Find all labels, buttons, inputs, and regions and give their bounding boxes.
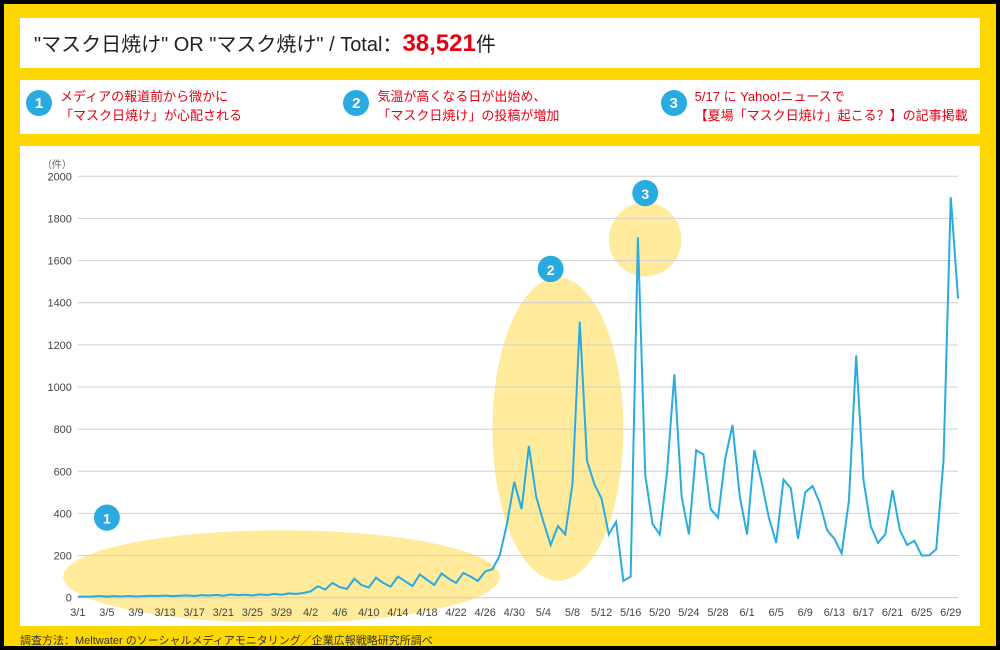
svg-text:5/4: 5/4 [536, 607, 551, 619]
line-chart: 0 200 400 600 800 1000 1200 1400 1600 1800 2000（件）… [32, 156, 968, 622]
svg-text:600: 600 [54, 466, 72, 478]
svg-text:5/24: 5/24 [678, 607, 699, 619]
svg-text:3/9: 3/9 [128, 607, 143, 619]
total-suffix: 件 [476, 34, 496, 56]
svg-text:1400: 1400 [47, 297, 71, 309]
svg-text:6/17: 6/17 [853, 607, 874, 619]
svg-text:1200: 1200 [47, 339, 71, 351]
svg-text:5/20: 5/20 [649, 607, 670, 619]
svg-text:0: 0 [66, 592, 72, 604]
svg-text:5/8: 5/8 [565, 607, 580, 619]
svg-text:5/12: 5/12 [591, 607, 612, 619]
svg-text:4/18: 4/18 [416, 607, 437, 619]
footer-source: 調査方法：Meltwater のソーシャルメディアモニタリング／企業広報戦略研究… [20, 632, 980, 648]
title-sep: / [324, 34, 341, 56]
svg-text:6/5: 6/5 [769, 607, 784, 619]
svg-text:3/21: 3/21 [213, 607, 234, 619]
search-query: "マスク日焼け" OR "マスク焼け" [34, 34, 324, 56]
svg-text:4/2: 4/2 [303, 607, 318, 619]
svg-text:3/13: 3/13 [154, 607, 175, 619]
svg-text:3/17: 3/17 [184, 607, 205, 619]
callout-badge: 1 [26, 90, 52, 116]
svg-text:6/29: 6/29 [940, 607, 961, 619]
title-bar: "マスク日焼け" OR "マスク焼け" / Total：38,521件 [20, 18, 980, 68]
svg-text:4/22: 4/22 [445, 607, 466, 619]
svg-text:400: 400 [54, 508, 72, 520]
callout-3: 3 5/17 に Yahoo!ニュースで【夏場「マスク日焼け」起こる？】の記事掲… [661, 88, 974, 126]
callout-text: メディアの報道前から微かに「マスク日焼け」が心配される [60, 88, 242, 126]
svg-text:1: 1 [103, 510, 111, 526]
callout-badge: 2 [343, 90, 369, 116]
svg-text:1800: 1800 [47, 213, 71, 225]
svg-text:3: 3 [641, 186, 649, 202]
svg-text:2000: 2000 [47, 171, 71, 183]
svg-text:1600: 1600 [47, 255, 71, 267]
chart-container: 0 200 400 600 800 1000 1200 1400 1600 1800 2000（件）… [20, 146, 980, 626]
svg-text:3/25: 3/25 [242, 607, 263, 619]
svg-text:6/25: 6/25 [911, 607, 932, 619]
svg-text:3/29: 3/29 [271, 607, 292, 619]
svg-text:4/14: 4/14 [387, 607, 408, 619]
total-value: 38,521 [402, 30, 475, 57]
svg-text:5/28: 5/28 [707, 607, 728, 619]
svg-text:6/21: 6/21 [882, 607, 903, 619]
callout-1: 1 メディアの報道前から微かに「マスク日焼け」が心配される [26, 88, 339, 126]
svg-text:（件）: （件） [42, 159, 72, 171]
svg-text:3/1: 3/1 [70, 607, 85, 619]
callouts-row: 1 メディアの報道前から微かに「マスク日焼け」が心配される 2 気温が高くなる日… [20, 80, 980, 134]
svg-text:3/5: 3/5 [99, 607, 114, 619]
svg-text:5/16: 5/16 [620, 607, 641, 619]
callout-text: 気温が高くなる日が出始め、「マスク日焼け」の投稿が増加 [377, 88, 559, 126]
callout-text: 5/17 に Yahoo!ニュースで【夏場「マスク日焼け」起こる？】の記事掲載 [695, 88, 968, 126]
svg-text:6/9: 6/9 [798, 607, 813, 619]
svg-text:4/26: 4/26 [475, 607, 496, 619]
svg-text:4/30: 4/30 [504, 607, 525, 619]
total-label: Total： [340, 34, 402, 56]
svg-text:2: 2 [547, 262, 555, 278]
svg-text:6/13: 6/13 [824, 607, 845, 619]
svg-text:200: 200 [54, 550, 72, 562]
svg-text:6/1: 6/1 [739, 607, 754, 619]
callout-2: 2 気温が高くなる日が出始め、「マスク日焼け」の投稿が増加 [343, 88, 656, 126]
svg-text:1000: 1000 [47, 382, 71, 394]
svg-text:4/6: 4/6 [332, 607, 347, 619]
svg-text:4/10: 4/10 [358, 607, 379, 619]
callout-badge: 3 [661, 90, 687, 116]
svg-text:800: 800 [54, 424, 72, 436]
